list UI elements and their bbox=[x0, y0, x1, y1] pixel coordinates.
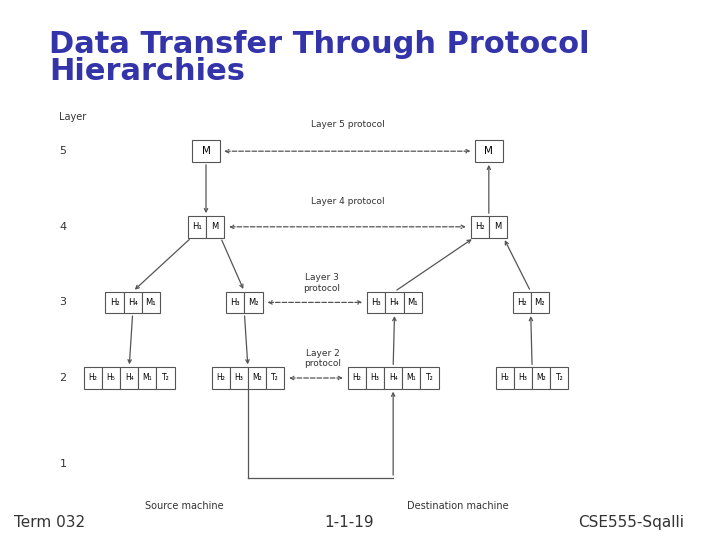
FancyBboxPatch shape bbox=[105, 292, 124, 313]
Text: H₂: H₂ bbox=[216, 374, 225, 382]
Text: H₂: H₂ bbox=[89, 374, 97, 382]
FancyBboxPatch shape bbox=[367, 292, 385, 313]
FancyBboxPatch shape bbox=[124, 292, 142, 313]
FancyBboxPatch shape bbox=[102, 367, 120, 389]
Text: 1: 1 bbox=[59, 460, 66, 469]
Text: H₃: H₃ bbox=[235, 374, 243, 382]
Text: Layer 4 protocol: Layer 4 protocol bbox=[310, 197, 384, 206]
FancyBboxPatch shape bbox=[513, 292, 531, 313]
FancyBboxPatch shape bbox=[550, 367, 568, 389]
Text: H₄: H₄ bbox=[127, 298, 138, 307]
FancyBboxPatch shape bbox=[514, 367, 532, 389]
Text: Source machine: Source machine bbox=[145, 501, 223, 511]
Text: H₅: H₅ bbox=[107, 374, 115, 382]
Text: H₂: H₂ bbox=[352, 374, 361, 382]
Text: H₂: H₂ bbox=[500, 374, 509, 382]
FancyBboxPatch shape bbox=[226, 292, 244, 313]
Text: H₂: H₂ bbox=[517, 298, 526, 307]
Text: H₃: H₃ bbox=[230, 298, 240, 307]
Text: Layer 3
protocol: Layer 3 protocol bbox=[303, 273, 341, 293]
Text: 2: 2 bbox=[59, 373, 66, 383]
Text: T₂: T₂ bbox=[426, 374, 433, 382]
Text: 4: 4 bbox=[59, 222, 66, 232]
FancyBboxPatch shape bbox=[420, 367, 438, 389]
FancyBboxPatch shape bbox=[156, 367, 174, 389]
FancyBboxPatch shape bbox=[192, 140, 220, 162]
Text: M: M bbox=[202, 146, 210, 156]
Text: H₃: H₃ bbox=[371, 374, 379, 382]
Text: 5: 5 bbox=[59, 146, 66, 156]
FancyBboxPatch shape bbox=[402, 367, 420, 389]
FancyBboxPatch shape bbox=[384, 367, 402, 389]
Text: H₃: H₃ bbox=[518, 374, 528, 382]
Text: Layer 2
protocol: Layer 2 protocol bbox=[305, 349, 341, 368]
Text: M₂: M₂ bbox=[536, 374, 546, 382]
FancyBboxPatch shape bbox=[531, 292, 549, 313]
FancyBboxPatch shape bbox=[404, 292, 422, 313]
FancyBboxPatch shape bbox=[471, 216, 489, 238]
Text: H₂: H₂ bbox=[475, 222, 485, 231]
FancyBboxPatch shape bbox=[244, 292, 263, 313]
Text: CSE555-Sqalli: CSE555-Sqalli bbox=[578, 515, 684, 530]
FancyBboxPatch shape bbox=[230, 367, 248, 389]
FancyBboxPatch shape bbox=[366, 367, 384, 389]
Text: H₄: H₄ bbox=[125, 374, 134, 382]
FancyBboxPatch shape bbox=[206, 216, 224, 238]
FancyBboxPatch shape bbox=[248, 367, 266, 389]
Text: M₂: M₂ bbox=[534, 298, 545, 307]
FancyBboxPatch shape bbox=[532, 367, 550, 389]
Text: T₂: T₂ bbox=[161, 374, 169, 382]
Text: M₁: M₁ bbox=[407, 374, 416, 382]
FancyBboxPatch shape bbox=[475, 140, 503, 162]
Text: Data Transfer Through Protocol: Data Transfer Through Protocol bbox=[49, 30, 590, 59]
Text: M₁: M₁ bbox=[408, 298, 418, 307]
FancyBboxPatch shape bbox=[142, 292, 160, 313]
Text: Destination machine: Destination machine bbox=[408, 501, 509, 511]
Text: M₂: M₂ bbox=[248, 298, 258, 307]
FancyBboxPatch shape bbox=[120, 367, 138, 389]
Text: Layer 5 protocol: Layer 5 protocol bbox=[310, 119, 384, 129]
Text: H₄: H₄ bbox=[390, 298, 400, 307]
FancyBboxPatch shape bbox=[188, 216, 206, 238]
Text: M₂: M₂ bbox=[252, 374, 262, 382]
FancyBboxPatch shape bbox=[496, 367, 514, 389]
Text: H₃: H₃ bbox=[372, 298, 381, 307]
Text: M₁: M₁ bbox=[145, 298, 156, 307]
Text: H₄: H₄ bbox=[389, 374, 397, 382]
Text: M: M bbox=[212, 222, 219, 231]
Text: Hierarchies: Hierarchies bbox=[49, 57, 245, 86]
FancyBboxPatch shape bbox=[212, 367, 230, 389]
FancyBboxPatch shape bbox=[385, 292, 404, 313]
Text: Term 032: Term 032 bbox=[14, 515, 85, 530]
Text: T₂: T₂ bbox=[555, 374, 563, 382]
Text: M: M bbox=[494, 222, 502, 231]
FancyBboxPatch shape bbox=[266, 367, 284, 389]
FancyBboxPatch shape bbox=[489, 216, 507, 238]
Text: H₂: H₂ bbox=[109, 298, 120, 307]
Text: 1-1-19: 1-1-19 bbox=[324, 515, 374, 530]
Text: H₁: H₁ bbox=[192, 222, 202, 231]
FancyBboxPatch shape bbox=[138, 367, 156, 389]
FancyBboxPatch shape bbox=[348, 367, 366, 389]
FancyBboxPatch shape bbox=[84, 367, 102, 389]
Text: M₁: M₁ bbox=[143, 374, 152, 382]
Text: M: M bbox=[485, 146, 493, 156]
Text: Layer: Layer bbox=[59, 111, 86, 122]
Text: 3: 3 bbox=[59, 298, 66, 307]
Text: T₂: T₂ bbox=[271, 374, 279, 382]
